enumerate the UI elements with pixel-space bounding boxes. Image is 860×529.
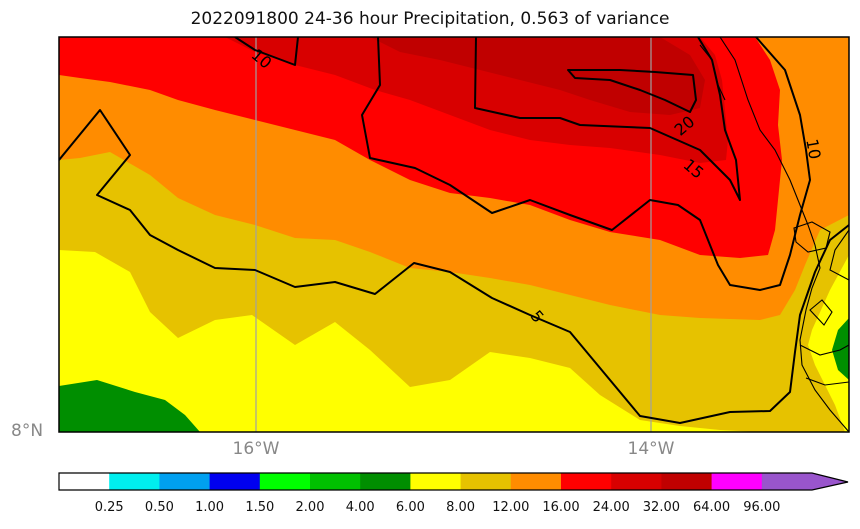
- lon-label-16w: 16°W: [232, 439, 280, 459]
- colorbar-tick-label: 4.00: [345, 500, 375, 515]
- lon-label-14w: 14°W: [627, 439, 675, 459]
- island-1: [793, 221, 831, 253]
- colorbar-tick-label: 24.00: [592, 500, 630, 515]
- colorbar-tick-label: 1.50: [245, 500, 275, 515]
- contour-label-4: 10: [802, 137, 824, 160]
- colorbar-tick-label: 64.00: [692, 500, 731, 515]
- colorbar-tick-label: 32.00: [642, 500, 680, 515]
- colorbar-tick-label: 0.25: [94, 500, 124, 515]
- contour-20: [567, 69, 697, 113]
- colorbar-tick-label: 8.00: [446, 500, 476, 515]
- colorbar-tick-label: 2.00: [295, 500, 325, 515]
- colorbar-tick-label: 16.00: [542, 500, 580, 515]
- contour-5: [59, 109, 849, 424]
- lat-label-8n: 8°N: [11, 421, 44, 441]
- border-1: [799, 344, 849, 356]
- map-title: 2022091800 24-36 hour Precipitation, 0.5…: [190, 9, 670, 29]
- contour-10-right: [361, 37, 811, 291]
- plot-frame: [58, 36, 850, 433]
- contour-10-top: [234, 37, 299, 66]
- river-1: [829, 229, 849, 281]
- colorbar-tick-label: 1.00: [195, 500, 225, 515]
- fill-darkestred: [370, 37, 705, 115]
- fill-yellow-right: [808, 255, 849, 432]
- colorbar-tick-label: 96.00: [743, 500, 781, 515]
- contour-15: [474, 37, 741, 201]
- coastline-inlet: [699, 44, 726, 101]
- colorbar-tick-label: 6.00: [395, 500, 425, 515]
- border-2: [805, 377, 849, 386]
- fill-yellow: [59, 250, 760, 432]
- fill-green-right: [832, 318, 849, 380]
- coastline: [719, 37, 849, 432]
- colorbar-tick-label: 12.00: [492, 500, 530, 515]
- fill-green-bl: [59, 380, 200, 432]
- colorbar-tick-label: 0.50: [144, 500, 174, 515]
- island-2: [809, 299, 833, 326]
